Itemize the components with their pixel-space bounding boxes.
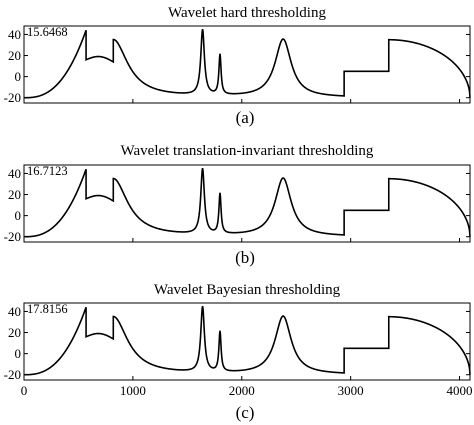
true-signal-line — [24, 28, 471, 99]
x-tick-label: 2000 — [229, 383, 255, 398]
x-tick-label: 4000 — [447, 383, 473, 398]
y-tick-label: 20 — [8, 48, 21, 63]
metric-annotation: 15.6468 — [27, 25, 68, 39]
y-tick-label: -20 — [4, 229, 21, 244]
y-tick-label: 40 — [8, 166, 21, 181]
y-tick-label: 0 — [15, 69, 22, 84]
y-tick-label: -20 — [4, 367, 21, 382]
axes-frame — [23, 25, 471, 104]
x-tick-label: 1000 — [120, 383, 146, 398]
x-tick-label: 3000 — [338, 383, 364, 398]
y-tick-label: 0 — [15, 208, 22, 223]
axes-frame — [23, 302, 471, 381]
true-signal-line — [24, 167, 471, 238]
y-tick-label: 20 — [8, 325, 21, 340]
chart-title: Wavelet Bayesian thresholding — [154, 282, 341, 298]
axes-frame — [23, 164, 471, 243]
panel-2: Wavelet translation-invariant thresholdi… — [4, 143, 471, 267]
panel-1: Wavelet hard thresholding 40 20 0 -20 15.6468… — [4, 5, 471, 127]
panel-caption: (a) — [236, 108, 255, 127]
y-tick-label: 0 — [15, 346, 22, 361]
chart-title: Wavelet translation-invariant thresholdi… — [121, 143, 374, 159]
y-tick-label: 40 — [8, 304, 21, 319]
chart-title: Wavelet hard thresholding — [168, 5, 326, 21]
panel-caption: (b) — [235, 248, 255, 267]
x-tick-label: 0 — [21, 383, 28, 398]
y-tick-label: -20 — [4, 90, 21, 105]
y-tick-label: 40 — [8, 27, 21, 42]
metric-annotation: 16.7123 — [27, 164, 68, 178]
true-signal-line — [24, 305, 471, 376]
panel-caption: (c) — [236, 403, 255, 422]
y-tick-label: 20 — [8, 187, 21, 202]
metric-annotation: 17.8156 — [27, 302, 68, 316]
